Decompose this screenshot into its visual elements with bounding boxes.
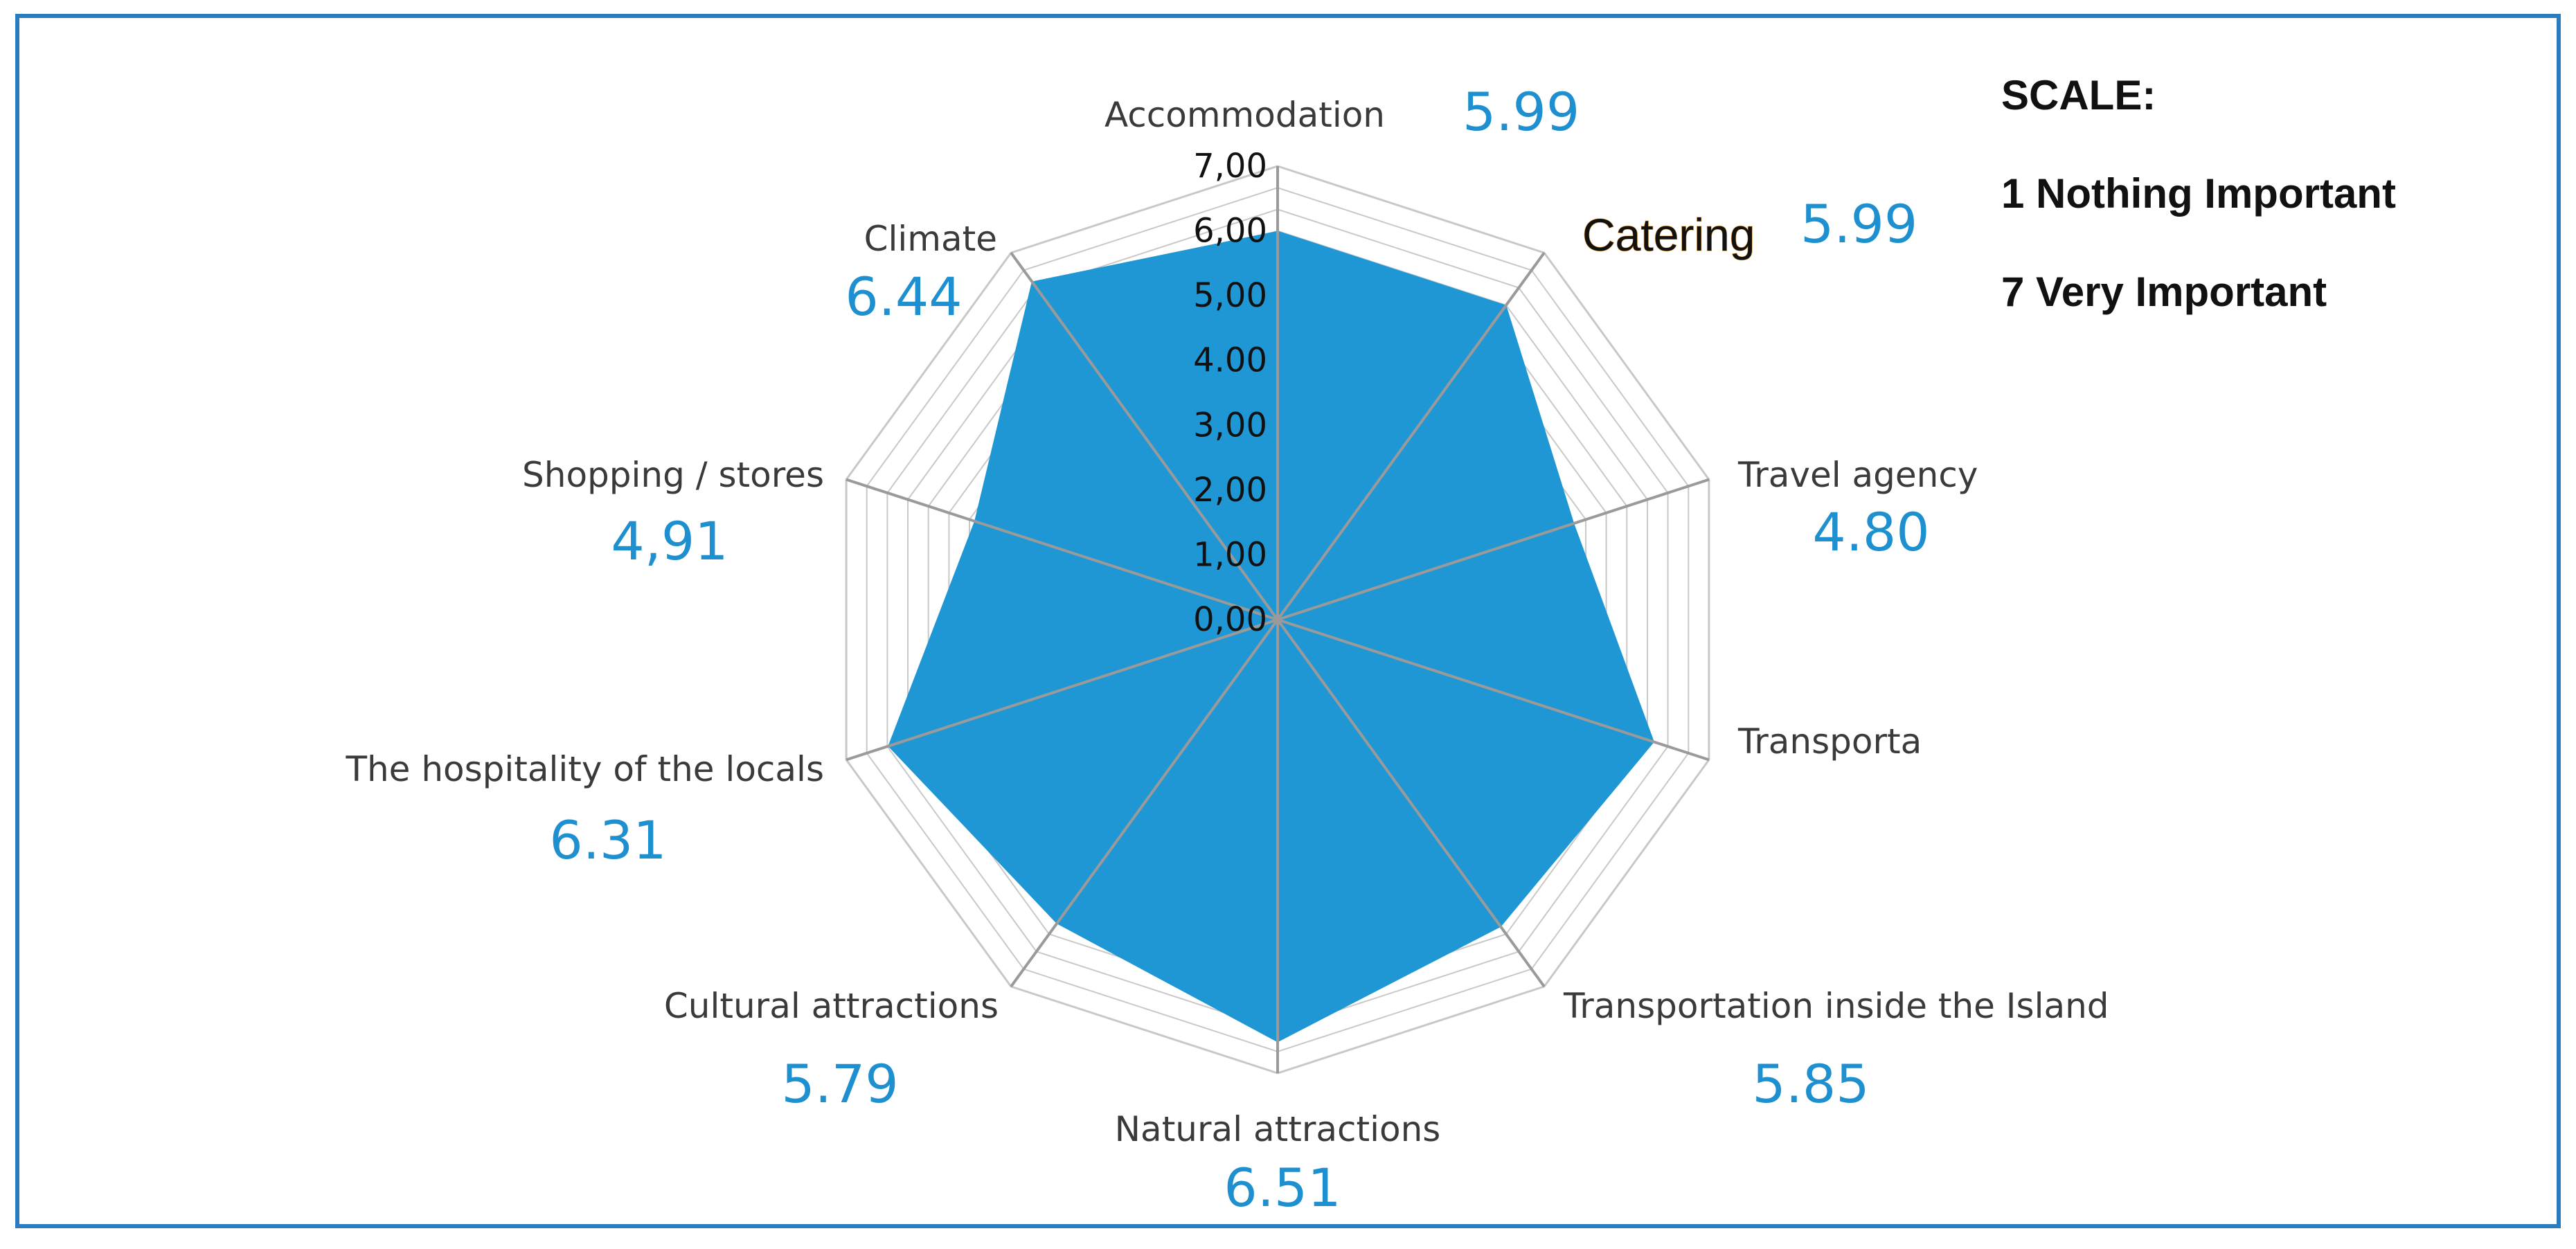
value-label: 4,91	[611, 510, 728, 572]
scale-legend: SCALE: 1 Nothing Important 7 Very Import…	[2001, 72, 2396, 315]
category-labels: Accommodation 5.99 Catering 5.99 Travel agen…	[345, 81, 2109, 1219]
category-label: The hospitality of the locals	[345, 749, 824, 789]
tick-label: 6,00	[1193, 212, 1267, 251]
spoke	[846, 478, 1278, 621]
tick-label: 0,00	[1193, 600, 1267, 639]
tick-label: 4.00	[1193, 341, 1267, 380]
tick-label: 3,00	[1193, 406, 1267, 444]
radar-spokes	[846, 166, 1710, 1073]
radial-tick-labels: 0,00 1,00 2,00 3,00 4.00 5,00 6,00 7,00	[1193, 147, 1267, 639]
spoke	[1276, 251, 1546, 621]
category-label: Accommodation	[1104, 95, 1385, 135]
value-label: 5.85	[1752, 1053, 1869, 1115]
spoke	[1277, 478, 1710, 621]
spoke	[1010, 251, 1279, 621]
value-label: 5.79	[781, 1053, 898, 1115]
value-label: 5.99	[1800, 193, 1917, 255]
value-label: 6.51	[1224, 1157, 1341, 1219]
spoke	[1276, 618, 1546, 988]
spoke	[1277, 618, 1710, 762]
scale-title: SCALE:	[2001, 72, 2156, 118]
category-label: Transportation inside the Island	[1563, 986, 2109, 1026]
scale-item-max: 7 Very Important	[2001, 269, 2327, 315]
value-label: 5.99	[1463, 81, 1580, 143]
category-label: Climate	[864, 219, 997, 259]
category-label: Catering	[1582, 209, 1755, 260]
category-label: Natural attractions	[1115, 1109, 1441, 1149]
value-label: 6.31	[549, 809, 666, 871]
tick-label: 2,00	[1193, 471, 1267, 510]
category-label: Travel agency	[1737, 455, 1978, 495]
spoke	[1010, 618, 1279, 988]
tick-label: 1,00	[1193, 535, 1267, 574]
data-area	[888, 231, 1654, 1043]
tick-label: 5,00	[1193, 276, 1267, 315]
spoke	[846, 618, 1278, 762]
tick-label: 7,00	[1193, 147, 1267, 186]
value-label: 4.80	[1812, 501, 1929, 563]
category-label: Shopping / stores	[522, 455, 824, 495]
category-label: Cultural attractions	[664, 986, 999, 1026]
value-label: 6.44	[845, 266, 962, 327]
category-label: Transporta	[1737, 721, 1922, 762]
scale-item-min: 1 Nothing Important	[2001, 170, 2396, 217]
